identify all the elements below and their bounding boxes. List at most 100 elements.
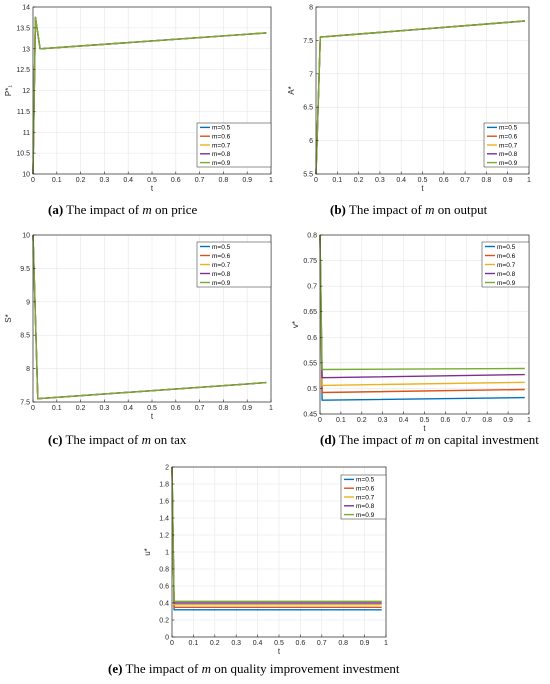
legend-entry: m=0.7	[356, 494, 375, 501]
legend-entry: m=0.8	[497, 271, 516, 278]
legend-entry: m=0.8	[356, 503, 375, 510]
legend-entry: m=0.5	[499, 125, 518, 132]
legend: m=0.5m=0.6m=0.7m=0.8m=0.9	[196, 241, 272, 288]
x-tick-label: 0.3	[375, 177, 385, 184]
x-tick-label: 0.5	[274, 640, 284, 647]
y-tick-label: 2	[165, 465, 169, 472]
legend-entry: m=0.8	[499, 151, 518, 158]
x-tick-label: 0.8	[338, 640, 348, 647]
y-tick-label: 7	[309, 71, 313, 78]
y-tick-label: 0.6	[307, 335, 317, 342]
y-tick-label: 1.6	[159, 499, 169, 506]
x-tick-label: 0.5	[418, 177, 428, 184]
caption-letter: (c)	[48, 432, 62, 447]
y-tick-label: 7.5	[303, 38, 313, 45]
legend: m=0.5m=0.6m=0.7m=0.8m=0.9	[481, 241, 530, 288]
x-tick-label: 0.5	[147, 405, 157, 412]
x-axis-label: t	[278, 647, 281, 656]
legend: m=0.5m=0.6m=0.7m=0.8m=0.9	[483, 122, 530, 168]
x-tick-label: 0.1	[189, 640, 199, 647]
x-tick-label: 0.5	[420, 417, 430, 424]
x-tick-label: 0.9	[503, 177, 513, 184]
y-axis-label: v*	[291, 321, 300, 328]
caption-text-pre: The impact of	[122, 661, 201, 676]
x-tick-label: 0.7	[195, 405, 205, 412]
y-tick-label: 6	[309, 138, 313, 145]
series-line-m-0-9	[32, 234, 267, 400]
legend-entry: m=0.5	[356, 477, 375, 484]
y-tick-label: 8	[309, 5, 313, 12]
y-tick-label: 0.75	[303, 258, 317, 265]
chart-panel-d: 0 0.1 0.2 0.3 0.4 0.5 0.6 0.7 0.8 0.9 1 0.45 0.5 0.55…	[291, 233, 539, 448]
y-tick-label: 5.5	[303, 172, 313, 179]
caption-symbol: m	[425, 202, 434, 217]
x-axis-label: t	[423, 424, 426, 433]
y-tick-label: 11.5	[17, 109, 30, 116]
x-tick-label: 0.2	[76, 405, 86, 412]
y-tick-label: 0.65	[303, 309, 317, 316]
x-tick-label: 0.4	[253, 640, 263, 647]
y-tick-label: 11	[23, 130, 30, 137]
x-tick-label: 0.6	[171, 177, 181, 184]
y-axis-label: P*₁	[4, 85, 13, 96]
caption-text-pre: The impact of	[346, 202, 425, 217]
x-tick-label: 0.2	[354, 177, 364, 184]
caption-text-pre: The impact of	[63, 202, 142, 217]
caption-symbol: m	[142, 432, 151, 447]
x-axis-label: t	[151, 184, 154, 193]
y-tick-label: 9.5	[20, 266, 30, 273]
legend-entry: m=0.6	[212, 253, 231, 260]
x-tick-label: 0.6	[171, 405, 181, 412]
x-tick-label: 0.9	[242, 177, 252, 184]
y-tick-label: 0.2	[159, 618, 169, 625]
chart-panel-c: 0 0.1 0.2 0.3 0.4 0.5 0.6 0.7 0.8 0.9 1 7.5 8 8.5 9 9.5…	[4, 233, 273, 448]
x-tick-label: 0.6	[439, 177, 449, 184]
x-tick-label: 0	[31, 177, 35, 184]
legend-entry: m=0.7	[497, 262, 516, 269]
y-tick-label: 0.8	[159, 567, 169, 574]
legend-entry: m=0.7	[212, 142, 231, 149]
caption-symbol: m	[415, 432, 424, 447]
x-tick-label: 0.7	[461, 417, 471, 424]
chart-panel-a: 0 0.1 0.2 0.3 0.4 0.5 0.6 0.7 0.8 0.9 1 10 10.5 11 11.…	[4, 5, 273, 218]
y-tick-label: 9	[26, 299, 30, 306]
x-tick-label: 0.4	[399, 417, 409, 424]
legend-entry: m=0.8	[212, 151, 231, 158]
x-tick-label: 0.8	[219, 177, 229, 184]
y-tick-label: 14	[22, 5, 30, 12]
y-tick-label: 8	[26, 366, 30, 373]
legend: m=0.5m=0.6m=0.7m=0.8m=0.9	[340, 474, 387, 520]
caption-text-post: on tax	[151, 432, 187, 447]
legend-entry: m=0.9	[497, 280, 516, 287]
chart-panel-b: 0 0.1 0.2 0.3 0.4 0.5 0.6 0.7 0.8 0.9 1 5.5 6 6.5 7 7.5…	[287, 5, 531, 218]
panel-caption: (e) The impact of m on quality improveme…	[108, 661, 400, 676]
y-tick-label: 0.45	[303, 412, 317, 419]
legend-entry: m=0.8	[212, 271, 231, 278]
legend-entry: m=0.9	[499, 160, 518, 167]
y-tick-label: 0	[165, 635, 169, 642]
y-tick-label: 1.8	[159, 482, 169, 489]
panel-caption: (b) The impact of m on output	[330, 202, 488, 217]
legend-entry: m=0.6	[212, 134, 231, 141]
x-tick-label: 0.3	[100, 405, 110, 412]
x-tick-label: 0.3	[378, 417, 388, 424]
y-tick-label: 8.5	[20, 333, 30, 340]
x-tick-label: 0.6	[296, 640, 306, 647]
x-tick-label: 0	[318, 417, 322, 424]
caption-text-post: on quality improvement investment	[211, 661, 400, 676]
y-tick-label: 10	[22, 172, 30, 179]
x-tick-label: 1	[269, 177, 273, 184]
x-axis-label: t	[421, 184, 424, 193]
x-tick-label: 0	[31, 405, 35, 412]
x-tick-label: 1	[269, 405, 273, 412]
x-tick-label: 0.3	[100, 177, 110, 184]
y-tick-label: 7.5	[20, 400, 30, 407]
x-tick-label: 0.8	[482, 177, 492, 184]
x-tick-label: 1	[527, 177, 531, 184]
y-axis-label: u*	[143, 548, 152, 556]
panel-caption: (d) The impact of m on capital investmen…	[320, 432, 539, 447]
legend-entry: m=0.9	[356, 512, 375, 519]
x-tick-label: 0	[314, 177, 318, 184]
legend-entry: m=0.7	[499, 142, 518, 149]
